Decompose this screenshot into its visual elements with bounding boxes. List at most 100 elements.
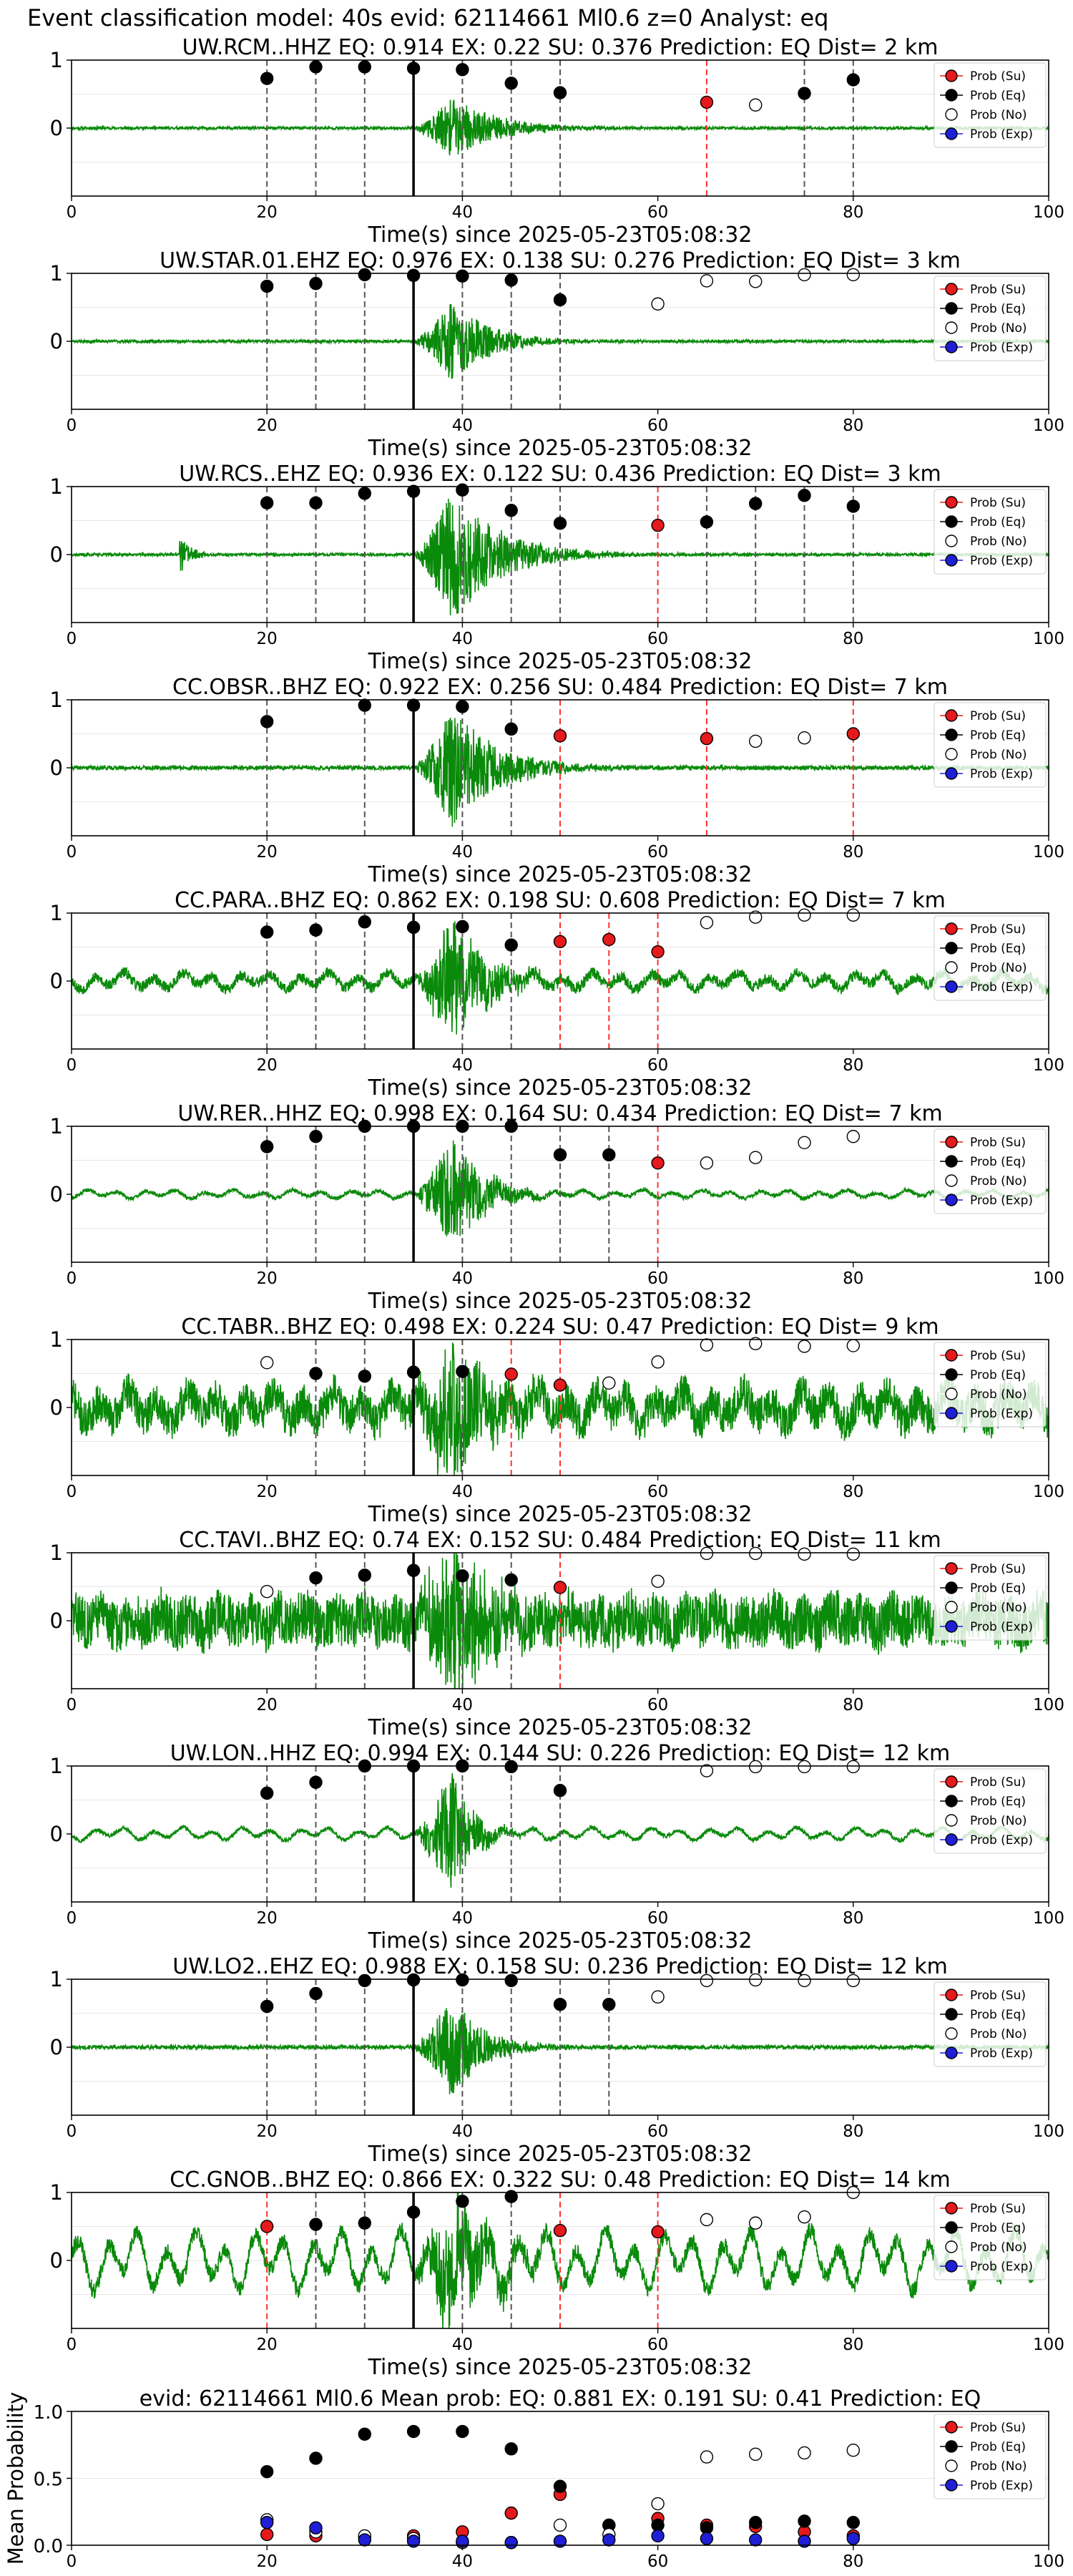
- prob-point-no: [700, 274, 714, 288]
- x-tick-label: 0: [67, 1696, 77, 1714]
- prob-point-no: [798, 1340, 811, 1353]
- prob-point-no: [846, 1760, 861, 1774]
- prob-point-eq: [309, 923, 323, 937]
- mean-prob-point-no: [748, 2447, 763, 2462]
- prob-point-no: [700, 1546, 714, 1561]
- legend-marker-su: [945, 496, 958, 509]
- legend-label: Prob (Eq): [970, 302, 1026, 316]
- prob-point-eq: [553, 86, 567, 99]
- prob-point-eq: [406, 1973, 421, 1987]
- x-tick-label: 100: [1033, 630, 1064, 648]
- prob-point-su: [651, 2225, 665, 2239]
- prob-point-eq: [260, 496, 274, 509]
- x-tick-label: 20: [257, 1056, 278, 1075]
- prob-point-no: [798, 2210, 811, 2224]
- y-tick-label: 0.5: [34, 2469, 63, 2491]
- prob-point-eq: [406, 1563, 421, 1577]
- prob-point-no: [651, 297, 665, 311]
- legend-label: Prob (Eq): [970, 1581, 1026, 1596]
- x-tick-label: 100: [1033, 416, 1064, 435]
- x-tick-label: 40: [452, 416, 473, 435]
- x-tick-label: 100: [1033, 843, 1064, 862]
- x-tick-label: 0: [67, 2122, 77, 2141]
- x-tick-label: 60: [647, 630, 668, 648]
- prob-point-eq: [504, 2190, 518, 2203]
- prob-point-no: [748, 1337, 763, 1350]
- y-tick-label: 0: [50, 542, 63, 567]
- legend-box: [934, 2414, 1047, 2499]
- legend-label: Prob (Eq): [970, 89, 1026, 103]
- mean-prob-point-eq: [846, 2516, 861, 2529]
- prob-point-su: [602, 932, 616, 947]
- prob-point-su: [553, 729, 567, 743]
- mean-prob-point-no: [651, 2497, 665, 2511]
- y-tick-label: 0: [50, 756, 63, 780]
- x-tick-label: 100: [1033, 1909, 1064, 1928]
- prob-point-su: [553, 935, 567, 949]
- legend: Prob (Su) Prob (Eq) Prob (No) Prob (Exp): [934, 702, 1047, 788]
- prob-point-eq: [406, 62, 421, 75]
- legend-label: Prob (Su): [970, 1775, 1026, 1790]
- prob-point-no: [846, 908, 861, 922]
- legend-marker-su: [945, 709, 958, 722]
- x-tick-label: 80: [843, 203, 863, 222]
- y-tick-label: 0: [50, 2248, 63, 2273]
- prob-point-no: [798, 268, 811, 282]
- panel-title: UW.STAR.01.EHZ EQ: 0.976 EX: 0.138 SU: 0…: [160, 248, 961, 273]
- legend-label: Prob (No): [970, 1174, 1027, 1189]
- prob-point-eq: [748, 497, 763, 510]
- legend-marker-eq: [945, 1795, 958, 1807]
- y-tick-label: 1: [50, 688, 63, 712]
- prob-point-eq: [504, 1573, 518, 1587]
- y-tick-label: 1: [50, 261, 63, 286]
- prob-point-no: [798, 1760, 811, 1774]
- chart-panel-10: UW.LO2..EHZ EQ: 0.988 EX: 0.158 SU: 0.23…: [50, 1954, 1064, 2167]
- chart-panel-5: CC.PARA..BHZ EQ: 0.862 EX: 0.198 SU: 0.6…: [50, 888, 1064, 1101]
- x-axis-label: Time(s) since 2025-05-23T05:08:32: [368, 1928, 753, 1953]
- x-tick-label: 100: [1033, 1483, 1064, 1501]
- prob-point-eq: [309, 1130, 323, 1143]
- legend-marker-su: [945, 2202, 958, 2215]
- prob-point-eq: [504, 722, 518, 736]
- prob-point-no: [748, 1151, 763, 1164]
- legend: Prob (Su) Prob (Eq) Prob (No) Prob (Exp): [934, 1342, 1047, 1428]
- y-tick-label: 1: [50, 1967, 63, 1991]
- legend-label: Prob (Exp): [970, 2260, 1033, 2274]
- prob-point-su: [553, 1581, 567, 1594]
- prob-point-eq: [504, 504, 518, 517]
- prob-point-no: [748, 2216, 763, 2230]
- prob-point-no: [846, 1339, 861, 1352]
- legend-marker-eq: [945, 2008, 958, 2021]
- prob-point-no: [798, 1136, 811, 1150]
- prob-point-eq: [358, 915, 371, 929]
- x-tick-label: 60: [647, 2122, 668, 2141]
- prob-point-no: [700, 1156, 714, 1170]
- legend-box: [934, 489, 1047, 575]
- legend-marker-exp: [945, 1194, 958, 1206]
- prob-point-no: [748, 275, 763, 288]
- mean-prob-point-no: [553, 2518, 567, 2532]
- prob-point-eq: [358, 2216, 371, 2230]
- x-tick-label: 100: [1033, 1056, 1064, 1075]
- prob-point-eq: [504, 77, 518, 90]
- mean-prob-point-su: [260, 2527, 274, 2542]
- legend-label: Prob (No): [970, 1814, 1027, 1828]
- prob-point-eq: [504, 273, 518, 287]
- x-axis-label: Time(s) since 2025-05-23T05:08:32: [368, 223, 753, 248]
- x-axis-label: Time(s) since 2025-05-23T05:08:32: [368, 862, 753, 887]
- legend: Prob (Su) Prob (Eq) Prob (No) Prob (Exp): [934, 489, 1047, 575]
- prob-point-su: [700, 731, 714, 746]
- prob-point-no: [651, 1574, 665, 1589]
- prob-point-eq: [406, 1365, 421, 1379]
- legend-label: Prob (Exp): [970, 341, 1033, 355]
- mean-prob-point-exp: [260, 2516, 274, 2529]
- prob-point-no: [798, 731, 811, 745]
- figure-suptitle: Event classification model: 40s evid: 62…: [27, 4, 828, 31]
- legend-label: Prob (No): [970, 535, 1027, 549]
- x-tick-label: 20: [257, 1269, 278, 1288]
- x-axis-label: Time(s) since 2025-05-23T05:08:32: [368, 649, 753, 674]
- x-tick-label: 100: [1033, 2552, 1064, 2571]
- mean-prob-point-exp: [846, 2532, 861, 2545]
- mean-prob-point-eq: [798, 2514, 811, 2528]
- panel-title: UW.LO2..EHZ EQ: 0.988 EX: 0.158 SU: 0.23…: [172, 1954, 948, 1979]
